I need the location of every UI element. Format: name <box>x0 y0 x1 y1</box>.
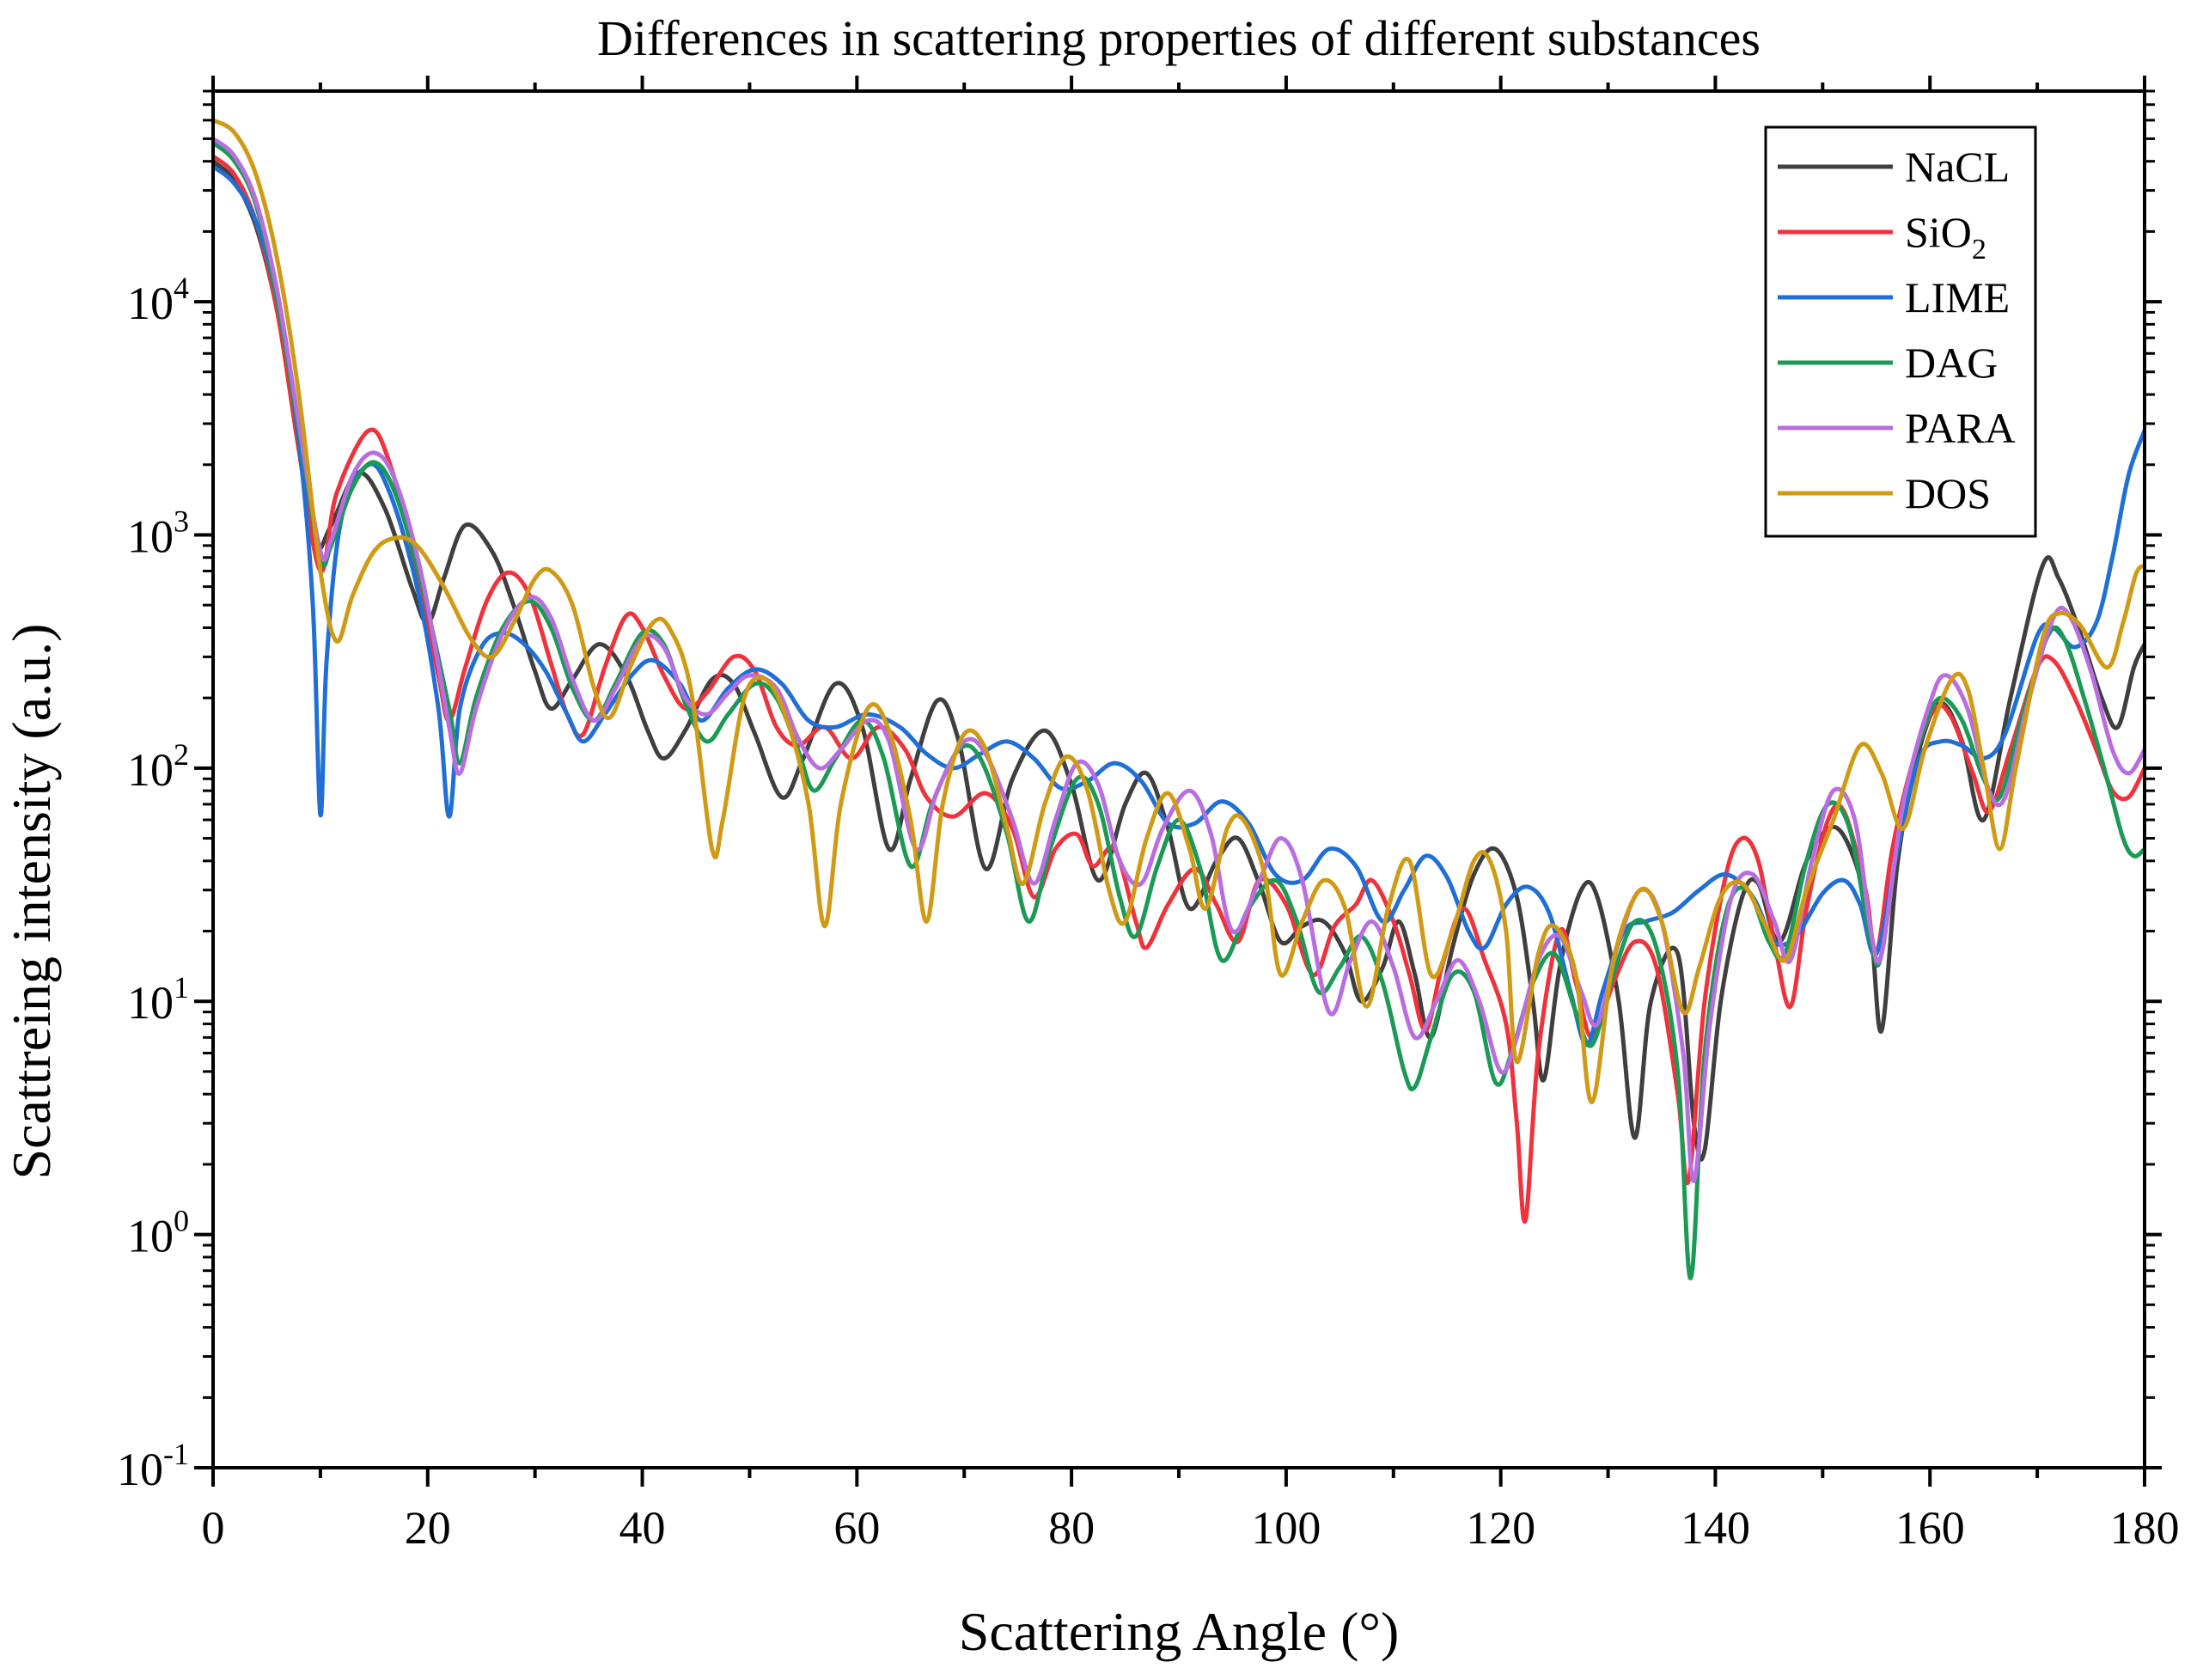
x-tick-label: 140 <box>1681 1502 1750 1554</box>
x-tick-label: 80 <box>1048 1502 1095 1554</box>
legend-label: DAG <box>1905 339 1998 387</box>
y-tick-label: 103 <box>127 504 189 562</box>
y-tick-label: 100 <box>127 1204 189 1262</box>
y-tick-label: 104 <box>127 271 189 329</box>
x-tick-label: 160 <box>1895 1502 1965 1554</box>
series-line-lime <box>213 164 2145 1048</box>
x-tick-label: 180 <box>2110 1502 2180 1554</box>
legend-label: DOS <box>1905 469 1991 517</box>
y-tick-label: 101 <box>127 970 189 1029</box>
x-tick-label: 60 <box>833 1502 880 1554</box>
legend-box <box>1764 125 2037 538</box>
y-tick-label: 10-1 <box>117 1437 189 1495</box>
legend-label: NaCL <box>1905 143 2010 191</box>
axis-ticks: 0 20 40 60 80 100 120 140 160 180 10-1 100 101 102 103… <box>117 76 2180 1554</box>
y-tick-label: 102 <box>127 737 189 796</box>
series-line-dos <box>213 118 2145 1104</box>
x-tick-label: 40 <box>619 1502 666 1554</box>
series-line-para <box>213 137 2145 1183</box>
chart-title: Differences in scattering properties of … <box>597 10 1761 66</box>
x-tick-label: 100 <box>1251 1502 1321 1554</box>
x-tick-label: 0 <box>202 1502 225 1554</box>
x-tick-label: 20 <box>405 1502 451 1554</box>
series-layer <box>213 118 2145 1280</box>
legend-label: PARA <box>1905 404 2016 452</box>
legend: NaCL SiO2 LIME DAG PARA DOS <box>1764 125 2037 538</box>
x-tick-label: 120 <box>1466 1502 1535 1554</box>
legend-label: SiO2 <box>1905 208 1986 266</box>
y-axis-label: Scattreing intensity (a.u.) <box>1 624 62 1180</box>
legend-label: LIME <box>1905 273 2010 321</box>
x-axis-label: Scattering Angle (°) <box>959 1601 1400 1662</box>
